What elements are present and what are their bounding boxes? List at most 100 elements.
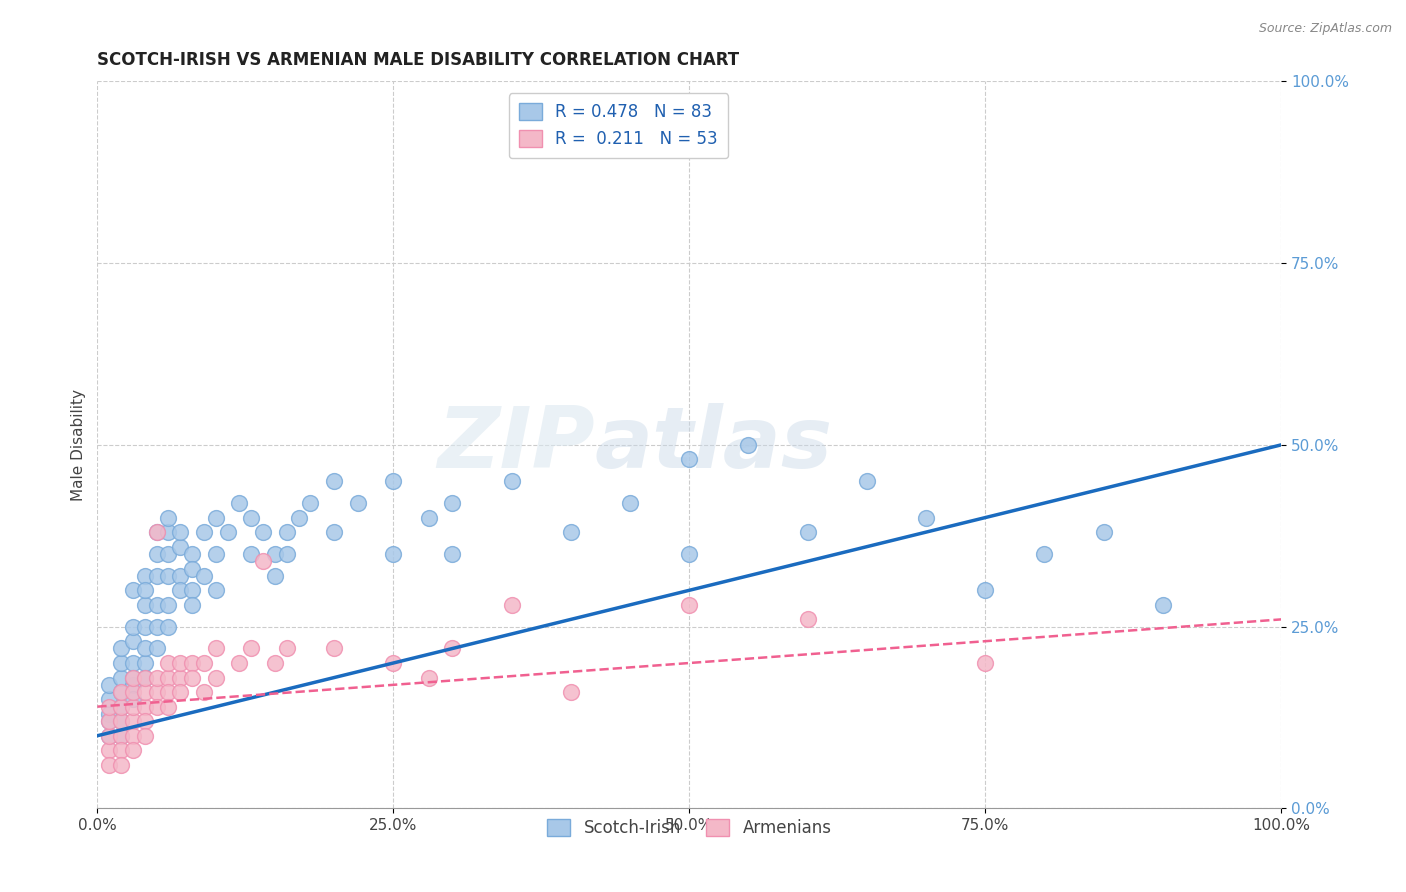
Point (252, 554, 274, 568)
Point (134, 583, 156, 598)
Point (441, 641, 464, 656)
Point (560, 525, 582, 540)
Point (157, 671, 180, 685)
Point (855, 475, 877, 489)
Point (145, 620, 167, 634)
Point (1152, 598, 1174, 612)
Point (181, 656, 204, 670)
Point (110, 641, 132, 656)
Point (796, 525, 818, 540)
Point (181, 583, 204, 598)
Point (418, 671, 440, 685)
Point (157, 699, 180, 714)
Point (169, 671, 191, 685)
Point (252, 525, 274, 540)
Point (287, 510, 309, 524)
Point (121, 729, 143, 743)
Point (134, 699, 156, 714)
Point (145, 547, 167, 561)
Point (193, 656, 215, 670)
Point (145, 671, 167, 685)
Point (134, 656, 156, 670)
Point (240, 641, 263, 656)
Point (1033, 547, 1056, 561)
Point (169, 685, 191, 699)
Point (169, 656, 191, 670)
Point (157, 525, 180, 540)
Point (796, 612, 818, 626)
Point (228, 656, 250, 670)
Point (134, 685, 156, 699)
Point (98, 743, 121, 757)
Point (169, 525, 191, 540)
Point (217, 525, 239, 540)
Point (157, 547, 180, 561)
Point (323, 475, 346, 489)
Point (204, 583, 226, 598)
Point (264, 568, 287, 582)
Point (181, 547, 204, 561)
Point (181, 598, 204, 612)
Point (110, 757, 132, 772)
Point (181, 561, 204, 575)
Point (276, 547, 298, 561)
Point (121, 656, 143, 670)
Point (110, 685, 132, 699)
Point (346, 496, 368, 510)
Point (157, 685, 180, 699)
Point (145, 598, 167, 612)
Point (276, 641, 298, 656)
Point (193, 525, 215, 540)
Point (619, 496, 641, 510)
Point (145, 525, 167, 540)
Point (678, 452, 700, 467)
Point (441, 547, 464, 561)
Point (110, 729, 132, 743)
Text: Source: ZipAtlas.com: Source: ZipAtlas.com (1258, 22, 1392, 36)
Point (134, 671, 156, 685)
Point (110, 671, 132, 685)
Point (145, 699, 167, 714)
Point (110, 714, 132, 729)
Point (121, 692, 143, 706)
Point (134, 598, 156, 612)
Point (145, 525, 167, 540)
Point (193, 568, 215, 582)
Point (441, 496, 464, 510)
Point (121, 583, 143, 598)
Point (678, 547, 700, 561)
Point (382, 656, 405, 670)
Point (121, 714, 143, 729)
Point (121, 634, 143, 648)
Point (134, 620, 156, 634)
Point (110, 699, 132, 714)
Point (264, 656, 287, 670)
Point (974, 656, 997, 670)
Point (382, 547, 405, 561)
Text: atlas: atlas (595, 403, 832, 486)
Point (1092, 525, 1115, 540)
Point (276, 525, 298, 540)
Point (110, 656, 132, 670)
Point (145, 641, 167, 656)
Point (169, 568, 191, 582)
Point (134, 729, 156, 743)
Point (157, 656, 180, 670)
Point (157, 620, 180, 634)
Point (134, 714, 156, 729)
Point (204, 641, 226, 656)
Point (145, 685, 167, 699)
Point (501, 598, 523, 612)
Point (169, 583, 191, 598)
Point (121, 743, 143, 757)
Point (240, 510, 263, 524)
Point (121, 699, 143, 714)
Point (323, 525, 346, 540)
Point (98, 757, 121, 772)
Point (915, 510, 938, 524)
Point (299, 496, 322, 510)
Text: SCOTCH-IRISH VS ARMENIAN MALE DISABILITY CORRELATION CHART: SCOTCH-IRISH VS ARMENIAN MALE DISABILITY… (97, 51, 740, 69)
Point (204, 547, 226, 561)
Point (157, 598, 180, 612)
Text: ZIP: ZIP (437, 403, 595, 486)
